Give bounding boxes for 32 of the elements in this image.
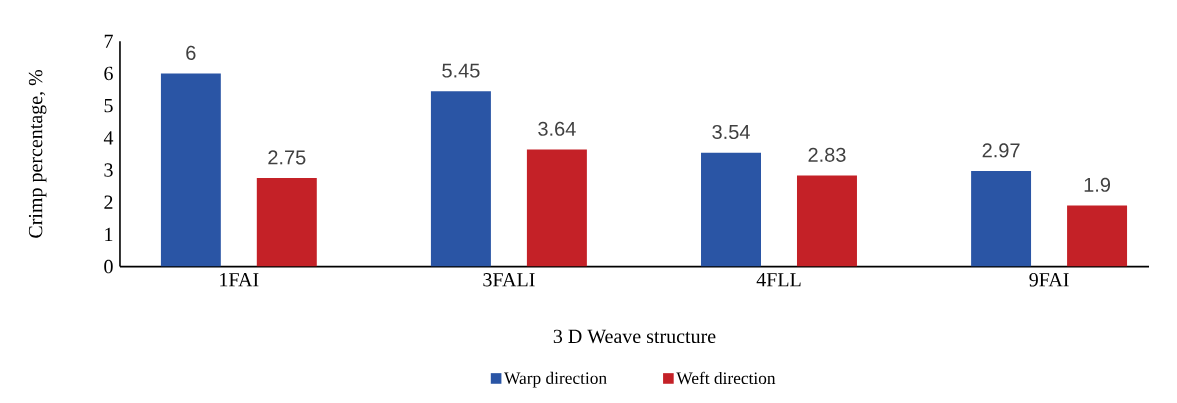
bar <box>160 73 221 267</box>
x-axis-title: 3 D Weave structure <box>553 329 716 344</box>
y-tick-label: 7 <box>104 35 113 49</box>
bar <box>526 149 587 267</box>
data-label: 2.83 <box>808 147 846 163</box>
y-tick-label: 1 <box>105 228 113 242</box>
bar <box>971 171 1032 267</box>
y-tick-label: 0 <box>104 260 113 274</box>
y-tick-label: 5 <box>104 99 113 113</box>
x-tick-label: 1FAI <box>220 273 259 287</box>
legend-label: Warp direction <box>504 372 607 388</box>
x-tick-label: 3FALI <box>483 273 535 287</box>
bar <box>1067 205 1128 267</box>
bar <box>796 175 857 267</box>
x-tick-label: 9FAI <box>1029 273 1069 287</box>
bar <box>701 152 761 267</box>
y-tick-label: 4 <box>103 131 114 145</box>
y-tick-label: 2 <box>104 195 113 210</box>
data-label: 5.45 <box>442 63 480 78</box>
x-tick-label: 4FLL <box>756 273 801 287</box>
bar <box>256 178 317 267</box>
data-label: 6 <box>186 45 196 61</box>
y-tick-label: 6 <box>104 67 113 81</box>
data-label: 2.75 <box>268 150 306 165</box>
data-label: 3.54 <box>712 125 750 140</box>
bar <box>430 91 491 267</box>
y-axis-title: Crimp percentage, % <box>28 70 47 239</box>
y-tick-label: 3 <box>104 163 113 177</box>
legend-label: Weft direction <box>676 371 776 385</box>
data-label: 2.97 <box>982 143 1020 158</box>
data-label: 1.9 <box>1084 177 1111 193</box>
data-label: 3.64 <box>538 121 576 137</box>
